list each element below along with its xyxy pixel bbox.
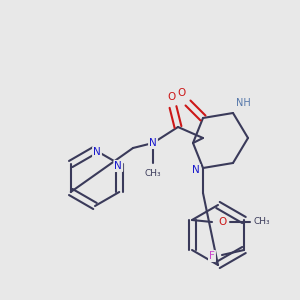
Text: O: O (168, 92, 176, 102)
Text: CH₃: CH₃ (254, 218, 270, 226)
Text: NH: NH (236, 98, 250, 108)
Text: N: N (149, 138, 157, 148)
Text: O: O (218, 217, 226, 227)
Text: N: N (192, 165, 200, 175)
Text: N: N (114, 161, 122, 171)
Text: F: F (209, 251, 215, 261)
Text: O: O (178, 88, 186, 98)
Text: N: N (93, 147, 101, 157)
Text: CH₃: CH₃ (145, 169, 161, 178)
